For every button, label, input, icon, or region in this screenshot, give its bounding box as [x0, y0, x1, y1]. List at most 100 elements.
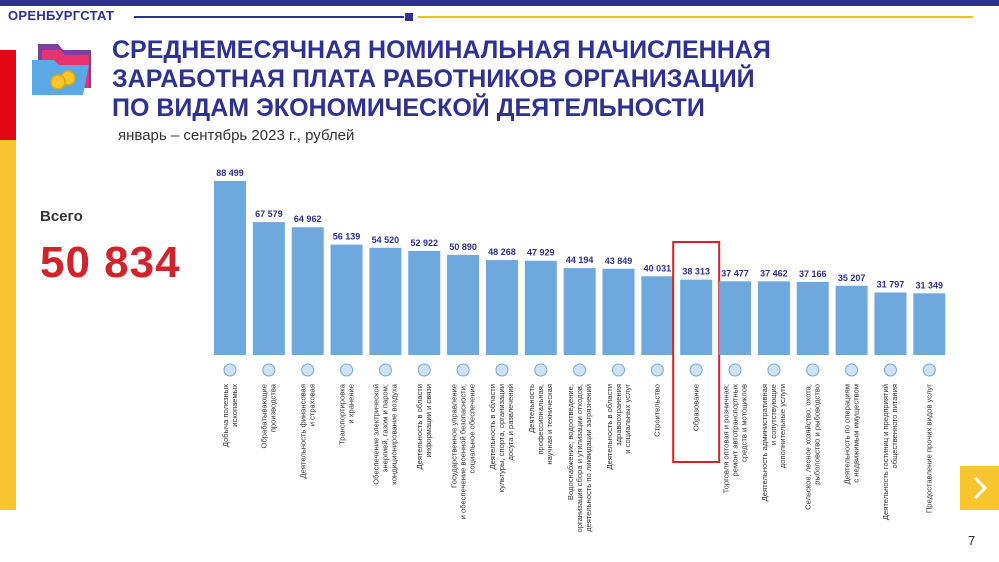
category-label: ископаемых — [230, 384, 239, 427]
category-label: Сельское, лесное хозяйство, охота, — [804, 384, 813, 510]
category-label: Деятельность в области — [605, 384, 614, 470]
bar — [835, 285, 868, 355]
data-label: 43 849 — [605, 256, 633, 266]
bar — [214, 180, 246, 355]
category-label: Деятельность финансовая — [298, 384, 307, 478]
category-label: Деятельность в области — [488, 384, 497, 470]
bar — [680, 279, 713, 355]
category-label: дополнительные услуги — [778, 384, 787, 468]
category-label: профессиональная, — [536, 384, 545, 455]
category-label: Строительство — [653, 384, 662, 437]
category-icon — [883, 363, 897, 377]
chevron-right-icon — [973, 476, 987, 500]
title-line-2: ЗАРАБОТНАЯ ПЛАТА РАБОТНИКОВ ОРГАНИЗАЦИЙ — [112, 65, 755, 93]
category-label: социальное обеспечение — [467, 384, 476, 474]
data-label: 44 194 — [566, 255, 594, 265]
category-icon — [262, 363, 276, 377]
page-title: СРЕДНЕМЕСЯЧНАЯ НОМИНАЛЬНАЯ НАЧИСЛЕННАЯ З… — [112, 36, 872, 123]
data-label: 37 477 — [721, 268, 749, 278]
category-label: Деятельность по операциям — [842, 384, 851, 484]
data-label: 38 313 — [682, 267, 710, 277]
total-label: Всего — [40, 208, 83, 225]
category-icon — [223, 363, 237, 377]
bar — [408, 250, 441, 355]
bar — [252, 222, 285, 355]
category-label: Предоставление прочих видов услуг — [925, 384, 934, 513]
category-label: энергией, газом и паром; — [381, 384, 390, 472]
next-slide-button[interactable] — [960, 466, 999, 510]
page-number: 7 — [968, 533, 976, 548]
title-line-3: ПО ВИДАМ ЭКОНОМИЧЕСКОЙ ДЕЯТЕЛЬНОСТИ — [112, 94, 705, 122]
bar — [641, 276, 674, 355]
data-label: 35 207 — [838, 273, 866, 283]
category-label: и социальных услуг — [623, 384, 632, 454]
data-label: 64 962 — [294, 214, 322, 224]
header-rule-yellow — [418, 16, 973, 18]
bar — [913, 293, 946, 355]
bar — [563, 268, 596, 355]
bar — [719, 281, 752, 355]
category-icon — [378, 363, 392, 377]
category-icon — [495, 363, 509, 377]
category-label: и обеспечение военной безопасности; — [458, 384, 467, 519]
page-subtitle: январь – сентябрь 2023 г., рублей — [118, 127, 355, 144]
bar — [485, 260, 518, 355]
data-label: 37 462 — [760, 268, 788, 278]
category-icon — [301, 363, 315, 377]
bar — [447, 254, 480, 355]
category-label: Добыча полезных — [221, 384, 230, 447]
data-label: 88 499 — [216, 168, 244, 178]
data-label: 31 349 — [916, 280, 944, 290]
folder-coins-icon — [28, 38, 98, 98]
data-label: 50 890 — [449, 242, 477, 252]
category-label: информации и связи — [424, 384, 433, 457]
category-label: Деятельность гостиниц и предприятий — [881, 384, 890, 520]
category-label: организация сбора и утилизации отходов, — [575, 384, 584, 532]
category-label: и сопутствующие — [769, 384, 778, 445]
data-label: 67 579 — [255, 209, 283, 219]
category-icon — [767, 363, 781, 377]
category-icon — [340, 363, 354, 377]
data-label: 40 031 — [644, 263, 672, 273]
category-label: научная и техническая — [545, 384, 554, 465]
bar — [291, 227, 324, 355]
category-label: Водоснабжение; водоотведение, — [566, 384, 575, 500]
category-label: ремонт автотранспортных — [730, 384, 739, 477]
brand-name: ОРЕНБУРГСТАТ — [8, 8, 115, 23]
category-icon — [728, 363, 742, 377]
top-bar — [0, 0, 999, 6]
data-label: 54 520 — [372, 235, 400, 245]
category-label: досуга и развлечений — [506, 384, 515, 461]
category-label: с недвижимым имуществом — [851, 384, 860, 483]
bar — [874, 292, 907, 355]
category-label: производства — [269, 383, 278, 432]
category-label: деятельность по ликвидации загрязнений — [584, 384, 593, 532]
side-accent-yellow — [0, 140, 16, 510]
category-icon — [650, 363, 664, 377]
category-label: Деятельность административная — [760, 384, 769, 501]
category-label: средств и мотоциклов — [739, 384, 748, 462]
category-label: Обеспечение электрической — [372, 384, 381, 485]
category-label: Транспортировка — [337, 383, 346, 445]
category-icon — [845, 363, 859, 377]
category-icon — [612, 363, 625, 377]
category-label: рыболовство и рыбоводство — [813, 384, 822, 485]
header-rule-square — [405, 13, 413, 21]
side-accent-red — [0, 50, 16, 140]
category-label: общественного питания — [890, 384, 899, 468]
category-label: Деятельность в области — [415, 384, 424, 470]
category-icon — [806, 363, 820, 377]
category-label: Обрабатывающие — [260, 384, 269, 448]
data-label: 52 922 — [410, 238, 438, 248]
bar — [796, 281, 829, 355]
category-icon — [573, 363, 587, 377]
category-label: и хранение — [346, 384, 355, 424]
bar — [757, 281, 790, 355]
category-label: кондиционирование воздуха — [390, 383, 399, 484]
data-label: 47 929 — [527, 248, 555, 258]
total-value: 50 834 — [40, 238, 181, 287]
category-label: Деятельность — [527, 384, 536, 433]
data-label: 37 166 — [799, 269, 827, 279]
category-icon — [417, 363, 431, 377]
